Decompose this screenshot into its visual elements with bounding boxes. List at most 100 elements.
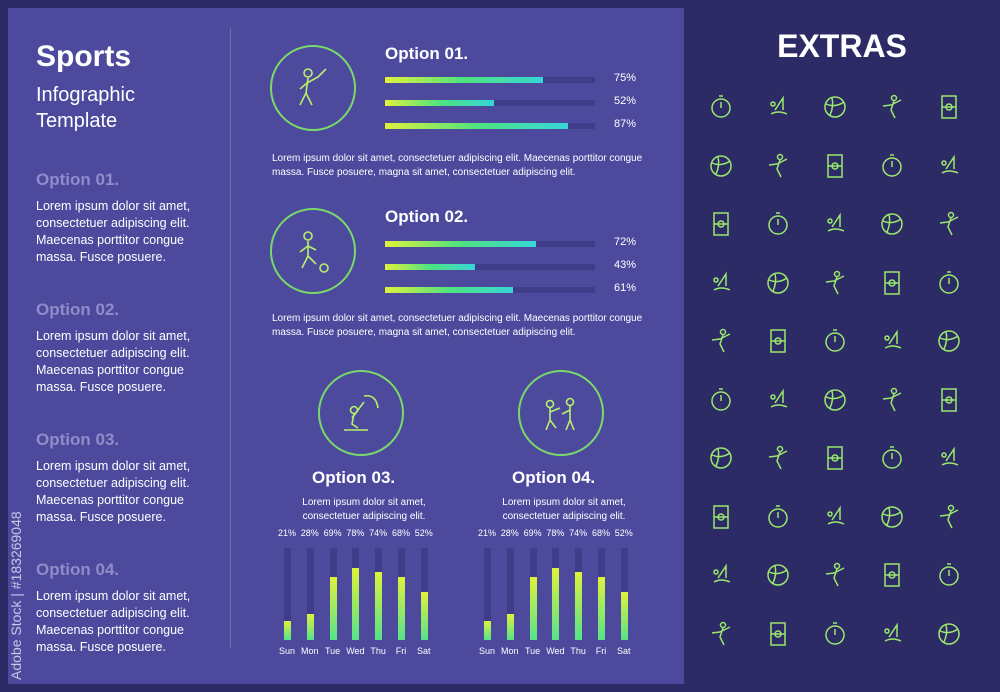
option4-chart-category-label-7: Sat — [617, 646, 631, 656]
option1-bar-label-2: 52% — [614, 95, 637, 107]
climber-icon — [820, 209, 850, 239]
left-option-3: Option 03. Lorem ipsum dolor sit amet, c… — [36, 430, 191, 524]
soccer-field-icon — [820, 92, 850, 122]
hoop-icon — [820, 619, 850, 649]
bike-icon — [706, 385, 736, 415]
swimming-icon — [877, 443, 907, 473]
rugby-goal-icon — [763, 443, 793, 473]
option3-chart-value-label-2: 28% — [300, 528, 319, 538]
bmx-icon — [706, 560, 736, 590]
option4-chart-category-label-2: Mon — [501, 646, 519, 656]
field-icon — [763, 502, 793, 532]
goal-net-icon — [820, 151, 850, 181]
podium-icon — [820, 268, 850, 298]
billiard-ball-icon — [820, 326, 850, 356]
dancer-icon — [934, 209, 964, 239]
option3-circle — [318, 370, 404, 456]
soccer-ball-icon — [763, 385, 793, 415]
extras-panel — [684, 0, 1000, 692]
option3-chart-column-7 — [420, 548, 428, 640]
kayak-icon — [877, 619, 907, 649]
option3-chart-value-label-1: 21% — [277, 528, 296, 538]
option2-bar-1 — [385, 241, 595, 247]
fencer-icon — [299, 68, 327, 106]
cyclist-icon — [706, 326, 736, 356]
page-title: Sports — [36, 40, 132, 73]
option4-chart-column-1 — [484, 548, 491, 640]
option2-bar-label-2: 43% — [614, 259, 637, 271]
option4-chart-value-label-3: 69% — [523, 528, 542, 538]
option2-title: Option 02. — [385, 207, 469, 226]
muscle-icon — [934, 560, 964, 590]
option3-chart-column-4 — [352, 548, 360, 640]
option2-circle — [270, 208, 356, 294]
option3-chart-category-label-5: Thu — [370, 646, 386, 656]
left-option-1: Option 01. Lorem ipsum dolor sit amet, c… — [36, 170, 191, 264]
gymnast-icon — [934, 92, 964, 122]
pull-up-bar-icon — [934, 502, 964, 532]
option4-chart-category-label-4: Wed — [546, 646, 565, 656]
table-tennis-icon — [820, 443, 850, 473]
option2-bar-fill-2 — [385, 264, 476, 270]
trophy-icon — [763, 560, 793, 590]
option1-bar-3 — [385, 123, 595, 129]
option4-chart-column-fill-4 — [552, 568, 560, 640]
golf-club-icon — [820, 502, 850, 532]
american-football-icon — [763, 619, 793, 649]
option3-chart-column-3 — [329, 548, 337, 640]
extras-title: EXTRAS — [777, 28, 907, 64]
option4-chart-category-label-3: Tue — [525, 646, 541, 656]
watermark: Adobe Stock | #183269048 — [8, 511, 24, 680]
checkered-flag-icon — [820, 385, 850, 415]
option3-chart-value-label-7: 52% — [414, 528, 433, 538]
rowing-icon — [934, 619, 964, 649]
option3-chart-value-label-5: 74% — [369, 528, 388, 538]
soccer-player-icon — [934, 326, 964, 356]
option2-text: Lorem ipsum dolor sit amet, consectetuer… — [272, 313, 643, 338]
option3-chart-column-6 — [398, 548, 405, 640]
option1-circle — [270, 45, 356, 131]
option4-chart-value-label-2: 28% — [500, 528, 519, 538]
basketball-icon — [763, 326, 793, 356]
option4-chart-column-fill-3 — [529, 576, 537, 640]
surfer-icon — [877, 268, 907, 298]
option3-chart-category-label-3: Tue — [325, 646, 341, 656]
left-option-4: Option 04. Lorem ipsum dolor sit amet, c… — [36, 560, 191, 654]
option3-chart-column-fill-2 — [306, 614, 314, 640]
option1-text: Lorem ipsum dolor sit amet, consectetuer… — [272, 153, 643, 178]
option1-bar-1 — [385, 77, 595, 83]
option1-bar-label-3: 87% — [614, 118, 637, 130]
option4-chart-column-fill-6 — [598, 577, 605, 640]
option3-text: Lorem ipsum dolor sit amet, consectetuer… — [302, 497, 426, 522]
karate-icon — [934, 385, 964, 415]
option3-chart-category-label-6: Fri — [395, 646, 407, 656]
option4-chart-value-label-6: 68% — [591, 528, 610, 538]
fencer-icon — [763, 268, 793, 298]
option4-chart-value-label-7: 52% — [614, 528, 633, 538]
bicycle-icon — [706, 268, 736, 298]
tennis-racket-icon — [763, 151, 793, 181]
option4-chart-column-fill-2 — [506, 614, 514, 640]
option3-chart-column-fill-3 — [329, 576, 337, 640]
option4-circle — [518, 370, 604, 456]
option3-chart-column-fill-1 — [284, 620, 291, 640]
archery-target-icon — [820, 560, 850, 590]
option4-column-chart: 21% Sun 28% Mon 69% Tue 78% Wed 74% Thu 68% Fri 52% S… — [478, 528, 643, 658]
option3-chart-category-label-4: Wed — [346, 646, 365, 656]
option3-title: Option 03. — [312, 468, 396, 487]
tennis-ball-icon — [763, 209, 793, 239]
option2-bar-2 — [385, 264, 595, 270]
left-option-2: Option 02. Lorem ipsum dolor sit amet, c… — [36, 300, 191, 394]
option2-bar-fill-1 — [385, 241, 537, 247]
option4-chart-category-label-6: Fri — [595, 646, 607, 656]
option4-chart-column-3 — [529, 548, 537, 640]
option4-text: Lorem ipsum dolor sit amet, consectetuer… — [502, 497, 626, 522]
option3-chart-value-label-4: 78% — [346, 528, 365, 538]
option1-bar-label-1: 75% — [614, 72, 637, 84]
skateboarder-icon — [706, 209, 736, 239]
volleyball-icon — [763, 92, 793, 122]
windsurfing-icon — [877, 92, 907, 122]
swimming-pool-icon — [877, 151, 907, 181]
option4-chart-column-fill-7 — [620, 592, 628, 640]
option4-chart-column-6 — [598, 548, 605, 640]
